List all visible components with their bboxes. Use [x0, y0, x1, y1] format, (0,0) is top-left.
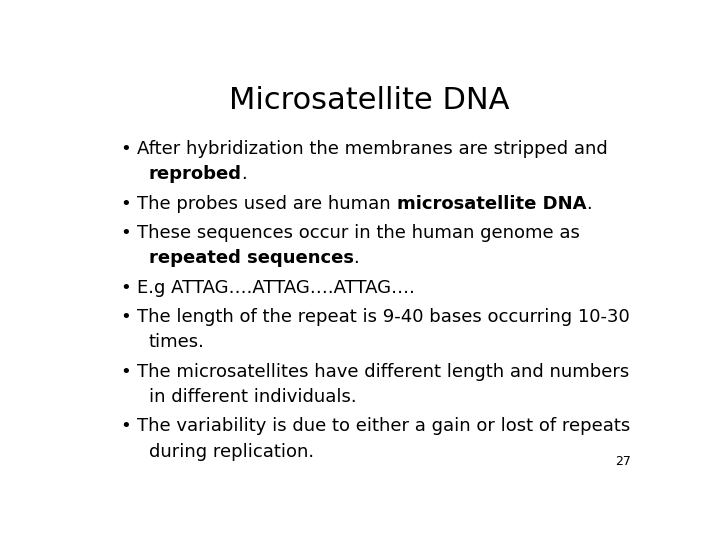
Text: repeated sequences: repeated sequences: [148, 249, 354, 267]
Text: Microsatellite DNA: Microsatellite DNA: [229, 85, 509, 114]
Text: times.: times.: [148, 333, 204, 352]
Text: •: •: [121, 140, 132, 158]
Text: during replication.: during replication.: [148, 443, 314, 461]
Text: •: •: [121, 417, 132, 435]
Text: The probes used are human: The probes used are human: [138, 194, 397, 213]
Text: The length of the repeat is 9-40 bases occurring 10-30: The length of the repeat is 9-40 bases o…: [138, 308, 630, 326]
Text: These sequences occur in the human genome as: These sequences occur in the human genom…: [138, 224, 580, 241]
Text: .: .: [586, 194, 592, 213]
Text: E.g ATTAG….ATTAG….ATTAG….: E.g ATTAG….ATTAG….ATTAG….: [138, 279, 415, 296]
Text: The variability is due to either a gain or lost of repeats: The variability is due to either a gain …: [138, 417, 631, 435]
Text: •: •: [121, 362, 132, 381]
Text: 27: 27: [616, 455, 631, 468]
Text: •: •: [121, 194, 132, 213]
Text: microsatellite DNA: microsatellite DNA: [397, 194, 586, 213]
Text: The microsatellites have different length and numbers: The microsatellites have different lengt…: [138, 362, 630, 381]
Text: .: .: [242, 165, 248, 184]
Text: in different individuals.: in different individuals.: [148, 388, 356, 406]
Text: •: •: [121, 279, 132, 296]
Text: •: •: [121, 224, 132, 241]
Text: •: •: [121, 308, 132, 326]
Text: reprobed: reprobed: [148, 165, 242, 184]
Text: After hybridization the membranes are stripped and: After hybridization the membranes are st…: [138, 140, 608, 158]
Text: .: .: [354, 249, 359, 267]
